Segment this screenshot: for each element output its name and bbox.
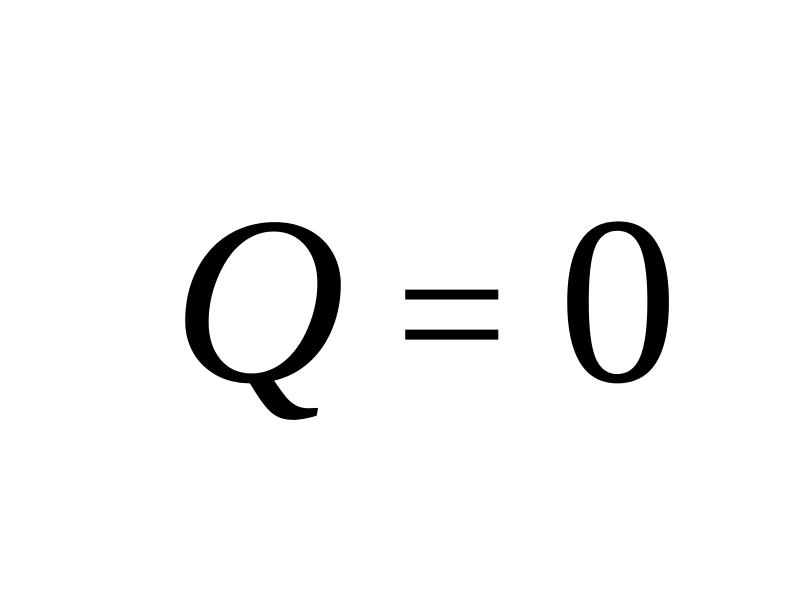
equation-value: 0 (558, 180, 678, 420)
equation-operator: = (395, 215, 508, 415)
equation-container: Q = 0 (172, 180, 678, 420)
equation-variable: Q (172, 180, 345, 420)
